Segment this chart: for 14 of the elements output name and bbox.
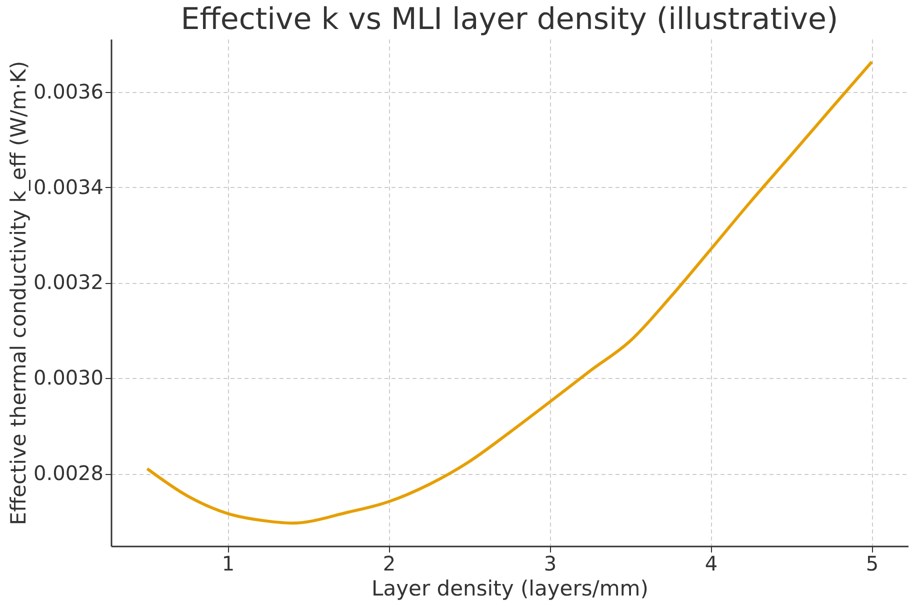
x-tick-label: 5 bbox=[866, 552, 879, 576]
x-axis-title: Layer density (layers/mm) bbox=[372, 576, 648, 600]
y-tick-label: 0.0034 bbox=[34, 174, 104, 199]
y-tick-label: 0.0032 bbox=[34, 270, 104, 294]
chart-title: Effective k vs MLI layer density (illustrative) bbox=[180, 2, 838, 37]
y-tick-label: 0.0030 bbox=[34, 366, 104, 390]
y-axis-title: Effective thermal conductivity k_eff (W/m·K) bbox=[6, 60, 31, 526]
y-tick-label: 0.0028 bbox=[34, 461, 104, 486]
y-tick-label: 0.0036 bbox=[34, 79, 104, 104]
x-tick-label: 1 bbox=[222, 552, 235, 576]
line-series bbox=[146, 60, 874, 525]
x-tick-label: 2 bbox=[382, 552, 396, 576]
x-tick-label: 4 bbox=[704, 552, 718, 576]
x-tick-label: 3 bbox=[544, 552, 557, 576]
